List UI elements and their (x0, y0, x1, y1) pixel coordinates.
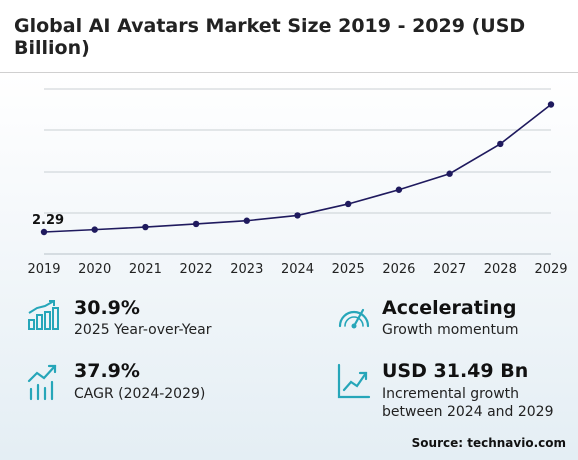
x-tick-label: 2021 (129, 262, 162, 277)
stat-label: Growth momentum (382, 322, 519, 338)
chart-frame-up-icon (337, 363, 371, 399)
data-point (497, 140, 504, 148)
chart-panel (0, 73, 578, 460)
title-divider (0, 72, 578, 73)
x-tick-label: 2024 (281, 262, 314, 277)
chart-title: Global AI Avatars Market Size 2019 - 202… (14, 15, 526, 59)
speedometer-icon (338, 308, 370, 329)
stat-label-line2: between 2024 and 2029 (382, 404, 554, 420)
data-point (446, 170, 453, 177)
bar-chart-growth-icon (28, 300, 59, 330)
data-labels: 2.29 (32, 213, 64, 228)
data-point (40, 228, 48, 236)
data-point (243, 217, 250, 224)
stat-label: CAGR (2024-2029) (74, 386, 206, 402)
x-tick-label: 2025 (332, 262, 365, 277)
data-point (395, 186, 403, 193)
data-label: 2.29 (32, 213, 64, 228)
data-point (547, 101, 555, 108)
stat-value: 37.9% (74, 360, 140, 382)
x-tick-label: 2029 (534, 262, 567, 277)
stat-label: Incremental growth (382, 386, 520, 402)
data-point (345, 200, 352, 208)
data-point (91, 226, 98, 233)
stat-label: 2025 Year-over-Year (74, 322, 212, 338)
data-point (294, 212, 301, 219)
grid-lines (44, 88, 551, 255)
source-credit: Source: technavio.com (411, 436, 566, 450)
x-tick-labels: 2019 2020 2021 2022 2023 2024 2025 2026 2027 2028… (27, 262, 567, 277)
x-tick-label: 2027 (433, 262, 466, 277)
x-tick-label: 2023 (230, 262, 263, 277)
x-tick-label: 2020 (78, 262, 111, 277)
x-tick-label: 2026 (382, 262, 415, 277)
data-points (40, 101, 555, 236)
x-tick-label: 2019 (27, 262, 60, 277)
data-point (192, 220, 200, 228)
x-tick-label: 2028 (484, 262, 517, 277)
stat-value: Accelerating (382, 297, 517, 319)
line-chart: 2019 2020 2021 2022 2023 2024 2025 2026 2027 2028… (27, 88, 568, 277)
trend-up-bars-icon (27, 364, 57, 401)
stat-value: 30.9% (74, 297, 140, 319)
x-tick-label: 2022 (180, 262, 213, 277)
data-point (142, 223, 149, 231)
stat-value: USD 31.49 Bn (382, 360, 529, 382)
